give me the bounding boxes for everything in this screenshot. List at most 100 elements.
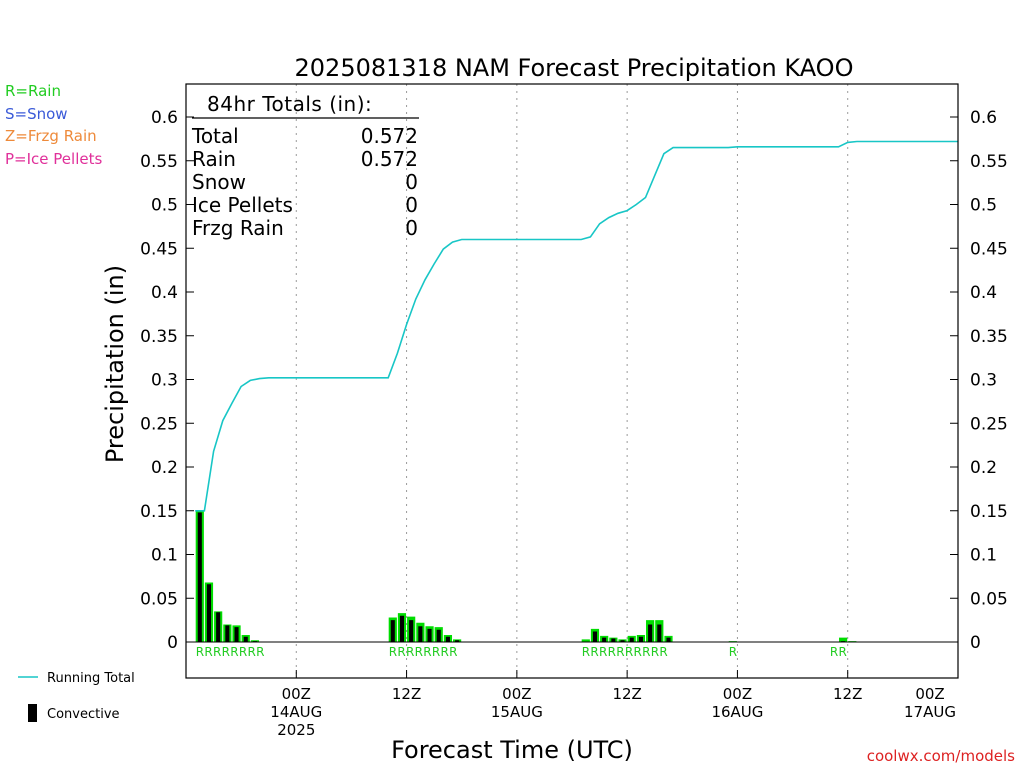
type-marker-1: RRRRRRRR xyxy=(389,645,458,659)
convective-bar-43 xyxy=(592,631,598,642)
convective-bar-24 xyxy=(418,626,423,642)
credit: coolwx.com/models xyxy=(867,747,1015,765)
x-tick-label-5-0: 12Z xyxy=(833,685,862,703)
totals-value-frzg-rain: 0 xyxy=(405,216,418,240)
totals-label-total: Total xyxy=(191,124,239,148)
x-tick-label-1-0: 12Z xyxy=(392,685,421,703)
totals-label-snow: Snow xyxy=(192,170,246,194)
totals-value-total: 0.572 xyxy=(361,124,418,148)
y-tick-label-left-8: 0.4 xyxy=(151,283,178,303)
running-total-legend-label: Running Total xyxy=(47,671,135,686)
running-total-line xyxy=(195,140,958,512)
y-axis-title: Precipitation (in) xyxy=(101,265,129,463)
convective-bar-0 xyxy=(197,512,202,642)
y-tick-label-right-1: 0.05 xyxy=(970,589,1008,609)
convective-bar-5 xyxy=(243,636,248,642)
y-tick-label-right-0: 0 xyxy=(970,633,981,653)
y-tick-label-right-5: 0.25 xyxy=(970,414,1008,434)
precip-bar-42 xyxy=(581,639,590,642)
convective-bar-22 xyxy=(399,615,405,642)
convective-bar-48 xyxy=(638,636,643,642)
convective-legend-label: Convective xyxy=(47,707,120,722)
convective-bar-1 xyxy=(206,584,212,642)
totals-value-snow: 0 xyxy=(405,170,418,194)
y-tick-label-right-3: 0.15 xyxy=(970,502,1008,522)
type-markers: RRRRRRRR RRRRRRRR RRRRRRRRRR R RR xyxy=(196,645,847,659)
y-tick-label-right-10: 0.5 xyxy=(970,196,997,216)
convective-bar-2 xyxy=(216,612,221,642)
totals-value-ice-pellets: 0 xyxy=(405,193,418,217)
totals-box: 84hr Totals (in): Total 0.572 Rain 0.572… xyxy=(191,92,419,240)
precip-bars xyxy=(195,510,857,642)
y-tick-label-left-1: 0.05 xyxy=(140,589,178,609)
y-tick-label-left-5: 0.25 xyxy=(140,414,178,434)
convective-bar-49 xyxy=(648,624,653,642)
y-tick-label-right-9: 0.45 xyxy=(970,239,1008,259)
y-tick-label-left-4: 0.2 xyxy=(151,458,178,478)
convective-bar-51 xyxy=(666,637,671,642)
convective-bar-45 xyxy=(611,638,616,642)
x-tick-label-0-0: 00Z xyxy=(282,685,311,703)
convective-bar-44 xyxy=(602,637,607,642)
plot-frame xyxy=(185,83,959,679)
totals-header: 84hr Totals (in): xyxy=(207,92,372,116)
type-marker-0: RRRRRRRR xyxy=(196,645,265,659)
convective-bar-28 xyxy=(455,640,460,642)
x-tick-label-2-0: 00Z xyxy=(502,685,531,703)
y-tick-label-right-2: 0.1 xyxy=(970,546,997,566)
totals-label-frzg-rain: Frzg Rain xyxy=(192,216,284,240)
x-tick-label-6-1: 17AUG xyxy=(904,703,956,721)
y-tick-label-right-8: 0.4 xyxy=(970,283,997,303)
type-legend-ice-pellets: P=Ice Pellets xyxy=(5,150,102,168)
y-tick-label-left-2: 0.1 xyxy=(151,546,178,566)
x-axis-title: Forecast Time (UTC) xyxy=(391,736,633,764)
y-tick-label-left-0: 0 xyxy=(167,633,178,653)
convective-bar-50 xyxy=(657,624,662,642)
convective-bar-27 xyxy=(445,636,450,642)
y-tick-label-left-6: 0.3 xyxy=(151,371,178,391)
convective-bar-25 xyxy=(427,628,432,642)
convective-bar-4 xyxy=(234,627,239,642)
y-tick-label-right-4: 0.2 xyxy=(970,458,997,478)
convective-bar-26 xyxy=(436,629,441,642)
type-marker-3: R xyxy=(729,645,738,659)
chart-title: 2025081318 NAM Forecast Precipitation KA… xyxy=(295,54,854,82)
totals-label-ice-pellets: Ice Pellets xyxy=(192,193,293,217)
convective-bar-46 xyxy=(620,640,625,642)
x-tick-label-0-2: 2025 xyxy=(277,721,315,739)
x-tick-label-4-1: 16AUG xyxy=(711,703,763,721)
y-tick-label-left-9: 0.45 xyxy=(140,239,178,259)
totals-label-rain: Rain xyxy=(192,147,236,171)
y-tick-label-left-11: 0.55 xyxy=(140,152,178,172)
precip-bar-70 xyxy=(839,637,848,642)
convective-bar-47 xyxy=(629,637,634,642)
x-tick-label-3-0: 12Z xyxy=(612,685,641,703)
totals-value-rain: 0.572 xyxy=(361,147,418,171)
y-tick-label-left-3: 0.15 xyxy=(140,502,178,522)
y-tick-label-right-7: 0.35 xyxy=(970,327,1008,347)
x-tick-label-6-0: 00Z xyxy=(915,685,944,703)
type-legend: R=Rain S=Snow Z=Frzg Rain P=Ice Pellets xyxy=(5,82,102,168)
type-marker-2: RRRRRRRRRR xyxy=(582,645,668,659)
y-tick-label-right-12: 0.6 xyxy=(970,108,997,128)
y-tick-label-left-12: 0.6 xyxy=(151,108,178,128)
type-legend-snow: S=Snow xyxy=(5,105,68,123)
series-legend: Running Total Convective xyxy=(18,671,135,722)
vertical-grid xyxy=(295,84,849,678)
x-tick-label-2-1: 15AUG xyxy=(491,703,543,721)
type-legend-rain: R=Rain xyxy=(5,82,61,100)
type-marker-4: RR xyxy=(830,645,847,659)
y-tick-label-left-10: 0.5 xyxy=(151,196,178,216)
y-tick-label-right-6: 0.3 xyxy=(970,371,997,391)
y-tick-label-right-11: 0.55 xyxy=(970,152,1008,172)
y-tick-label-left-7: 0.35 xyxy=(140,327,178,347)
convective-bar-21 xyxy=(390,620,395,642)
x-tick-label-0-1: 14AUG xyxy=(270,703,322,721)
x-tick-label-4-0: 00Z xyxy=(723,685,752,703)
convective-bar-3 xyxy=(225,625,230,642)
convective-bar-23 xyxy=(409,620,414,642)
y-axis-left: 0 0.05 0.1 0.15 0.2 0.25 0.3 0.35 0.4 0.45 0.5 0.55… xyxy=(140,108,194,653)
convective-legend-swatch xyxy=(28,704,37,722)
